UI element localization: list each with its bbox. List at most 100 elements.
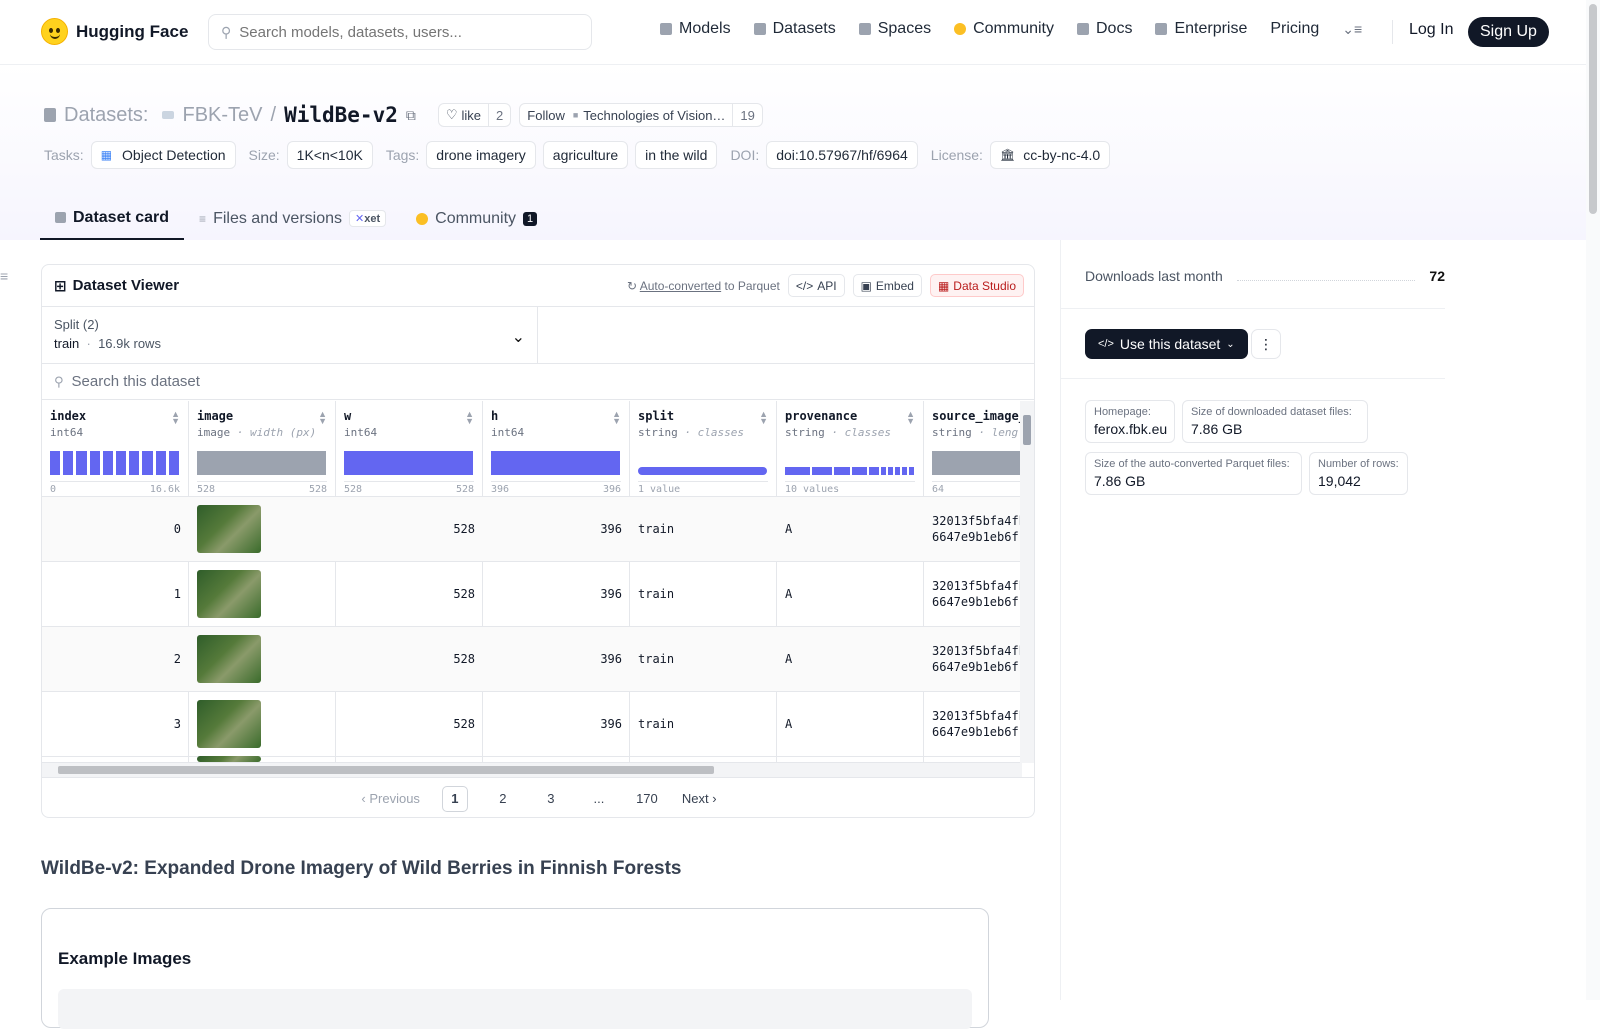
column-header[interactable]: h int64 ▲ ▼ 396 396	[483, 401, 629, 497]
table-cell[interactable]: A	[777, 562, 924, 627]
section-label[interactable]: Datasets:	[64, 103, 149, 126]
nav-datasets[interactable]: Datasets	[753, 20, 836, 38]
search-input[interactable]	[239, 23, 560, 41]
page-3[interactable]: 3	[547, 791, 555, 806]
column-histogram[interactable]	[50, 451, 180, 475]
histogram-bar[interactable]	[76, 451, 87, 475]
tag-in-the-wild[interactable]: in the wild	[635, 141, 718, 169]
column-header[interactable]: image image · width (px) ▲ ▼ 528 528	[189, 401, 335, 497]
class-bar[interactable]	[880, 467, 886, 475]
viewer-search[interactable]: ⚲ Search this dataset	[42, 364, 1034, 400]
sort-icon[interactable]: ▲ ▼	[906, 409, 915, 426]
table-cell[interactable]: 32013f5bfa4fb 6647e9b1eb6f	[924, 692, 1022, 757]
column-histogram[interactable]	[932, 451, 1022, 475]
table-cell[interactable]: 2	[42, 627, 189, 692]
histogram-bar[interactable]	[129, 451, 140, 475]
table-cell[interactable]: train	[630, 562, 777, 627]
class-bar[interactable]	[834, 467, 850, 475]
table-cell[interactable]: A	[777, 627, 924, 692]
page-1[interactable]: 1	[441, 785, 468, 812]
table-cell[interactable]: 396	[483, 497, 630, 562]
histogram-bar[interactable]	[50, 451, 61, 475]
table-cell[interactable]: 32013f5bfa4fb 6647e9b1eb6f	[924, 497, 1022, 562]
histogram-bar[interactable]	[116, 451, 127, 475]
column-histogram[interactable]	[785, 451, 915, 475]
nav-docs[interactable]: Docs	[1077, 20, 1132, 38]
sort-icon[interactable]: ▲ ▼	[759, 409, 768, 426]
table-cell[interactable]: 32013f5bfa4fb 6647e9b1eb6f	[924, 627, 1022, 692]
embed-button[interactable]: ▣ Embed	[852, 274, 922, 297]
column-histogram[interactable]	[197, 451, 326, 475]
histogram-bar[interactable]	[155, 451, 166, 475]
table-cell[interactable]	[189, 627, 336, 692]
histogram-bar[interactable]	[344, 451, 473, 475]
image-thumbnail[interactable]	[197, 635, 261, 683]
nav-community[interactable]: Community	[954, 20, 1054, 38]
page-2[interactable]: 2	[499, 791, 507, 806]
class-bar[interactable]	[908, 467, 915, 475]
histogram-bar[interactable]	[168, 451, 180, 475]
table-cell[interactable]: 528	[336, 627, 483, 692]
data-studio-button[interactable]: ▦ Data Studio	[929, 274, 1024, 297]
tab-community[interactable]: Community 1	[401, 197, 552, 240]
table-cell[interactable]: 396	[483, 562, 630, 627]
histogram-bar[interactable]	[89, 451, 100, 475]
auto-converted-link[interactable]: ↻ Auto-converted to Parquet	[627, 279, 780, 293]
nav-spaces[interactable]: Spaces	[858, 20, 931, 38]
table-cell[interactable]: 0	[42, 497, 189, 562]
column-header[interactable]: index int64 ▲ ▼ 0 16.6k	[42, 401, 188, 497]
more-options-button[interactable]: ⋮	[1251, 329, 1281, 359]
split-selector[interactable]: Split (2) train · 16.9k rows ⌄	[42, 307, 538, 364]
tab-dataset-card[interactable]: Dataset card	[40, 197, 185, 240]
table-cell[interactable]: 396	[483, 692, 630, 757]
page-scrollbar[interactable]	[1586, 0, 1600, 1000]
table-cell[interactable]: 528	[336, 562, 483, 627]
table-cell[interactable]: train	[630, 692, 777, 757]
table-cell[interactable]: A	[777, 692, 924, 757]
histogram-bar[interactable]	[491, 451, 620, 475]
brand-logo[interactable]: Hugging Face	[41, 18, 188, 45]
global-search[interactable]: ⚲	[208, 14, 592, 50]
table-cell[interactable]: train	[630, 497, 777, 562]
table-cell[interactable]: train	[630, 627, 777, 692]
class-bar[interactable]	[894, 467, 900, 475]
size-tag[interactable]: 1K<n<10K	[286, 141, 373, 169]
table-cell[interactable]: 1	[42, 562, 189, 627]
prev-page[interactable]: ‹ Previous	[361, 791, 420, 806]
table-cell[interactable]: A	[777, 497, 924, 562]
page-last[interactable]: 170	[636, 791, 658, 806]
sort-icon[interactable]: ▲ ▼	[171, 409, 180, 426]
table-cell[interactable]: 528	[336, 692, 483, 757]
class-bar[interactable]	[901, 467, 907, 475]
nav-pricing[interactable]: Pricing	[1270, 20, 1319, 38]
license-tag[interactable]: 🏛 cc-by-nc-4.0	[989, 141, 1111, 169]
sort-icon[interactable]: ▲ ▼	[612, 409, 621, 426]
doi-tag[interactable]: doi:10.57967/hf/6964	[766, 141, 918, 169]
toc-toggle-icon[interactable]: ≡	[0, 268, 9, 284]
image-thumbnail[interactable]	[197, 700, 261, 748]
class-bar[interactable]	[851, 467, 867, 475]
histogram-bar[interactable]	[932, 451, 1022, 475]
image-thumbnail[interactable]	[197, 505, 261, 553]
column-histogram[interactable]	[491, 451, 620, 475]
vertical-scrollbar[interactable]	[1020, 401, 1034, 763]
copy-icon[interactable]: ⧉	[405, 106, 416, 123]
table-cell[interactable]: 3	[42, 692, 189, 757]
column-header[interactable]: w int64 ▲ ▼ 528 528	[336, 401, 482, 497]
table-cell[interactable]: 396	[483, 627, 630, 692]
follow-button[interactable]: Follow ■ Technologies of Vision… 19	[519, 103, 763, 127]
tag-drone-imagery[interactable]: drone imagery	[426, 141, 536, 169]
login-link[interactable]: Log In	[1409, 21, 1454, 38]
class-bar[interactable]	[868, 467, 879, 475]
nav-more[interactable]: ⌄≡	[1342, 21, 1362, 38]
viewer-search-input[interactable]: Search this dataset	[71, 373, 200, 390]
column-histogram[interactable]	[638, 451, 767, 475]
table-cell[interactable]: 528	[336, 497, 483, 562]
sort-icon[interactable]: ▲ ▼	[318, 409, 327, 426]
org-link[interactable]: FBK-TeV	[182, 103, 263, 126]
class-bar[interactable]	[785, 467, 811, 475]
column-header[interactable]: source_image_string · leng▲▼64	[924, 401, 1022, 497]
table-cell[interactable]	[189, 497, 336, 562]
table-cell[interactable]: 32013f5bfa4fb 6647e9b1eb6f	[924, 562, 1022, 627]
column-header[interactable]: provenance string · classes ▲ ▼ 10 values	[777, 401, 923, 497]
